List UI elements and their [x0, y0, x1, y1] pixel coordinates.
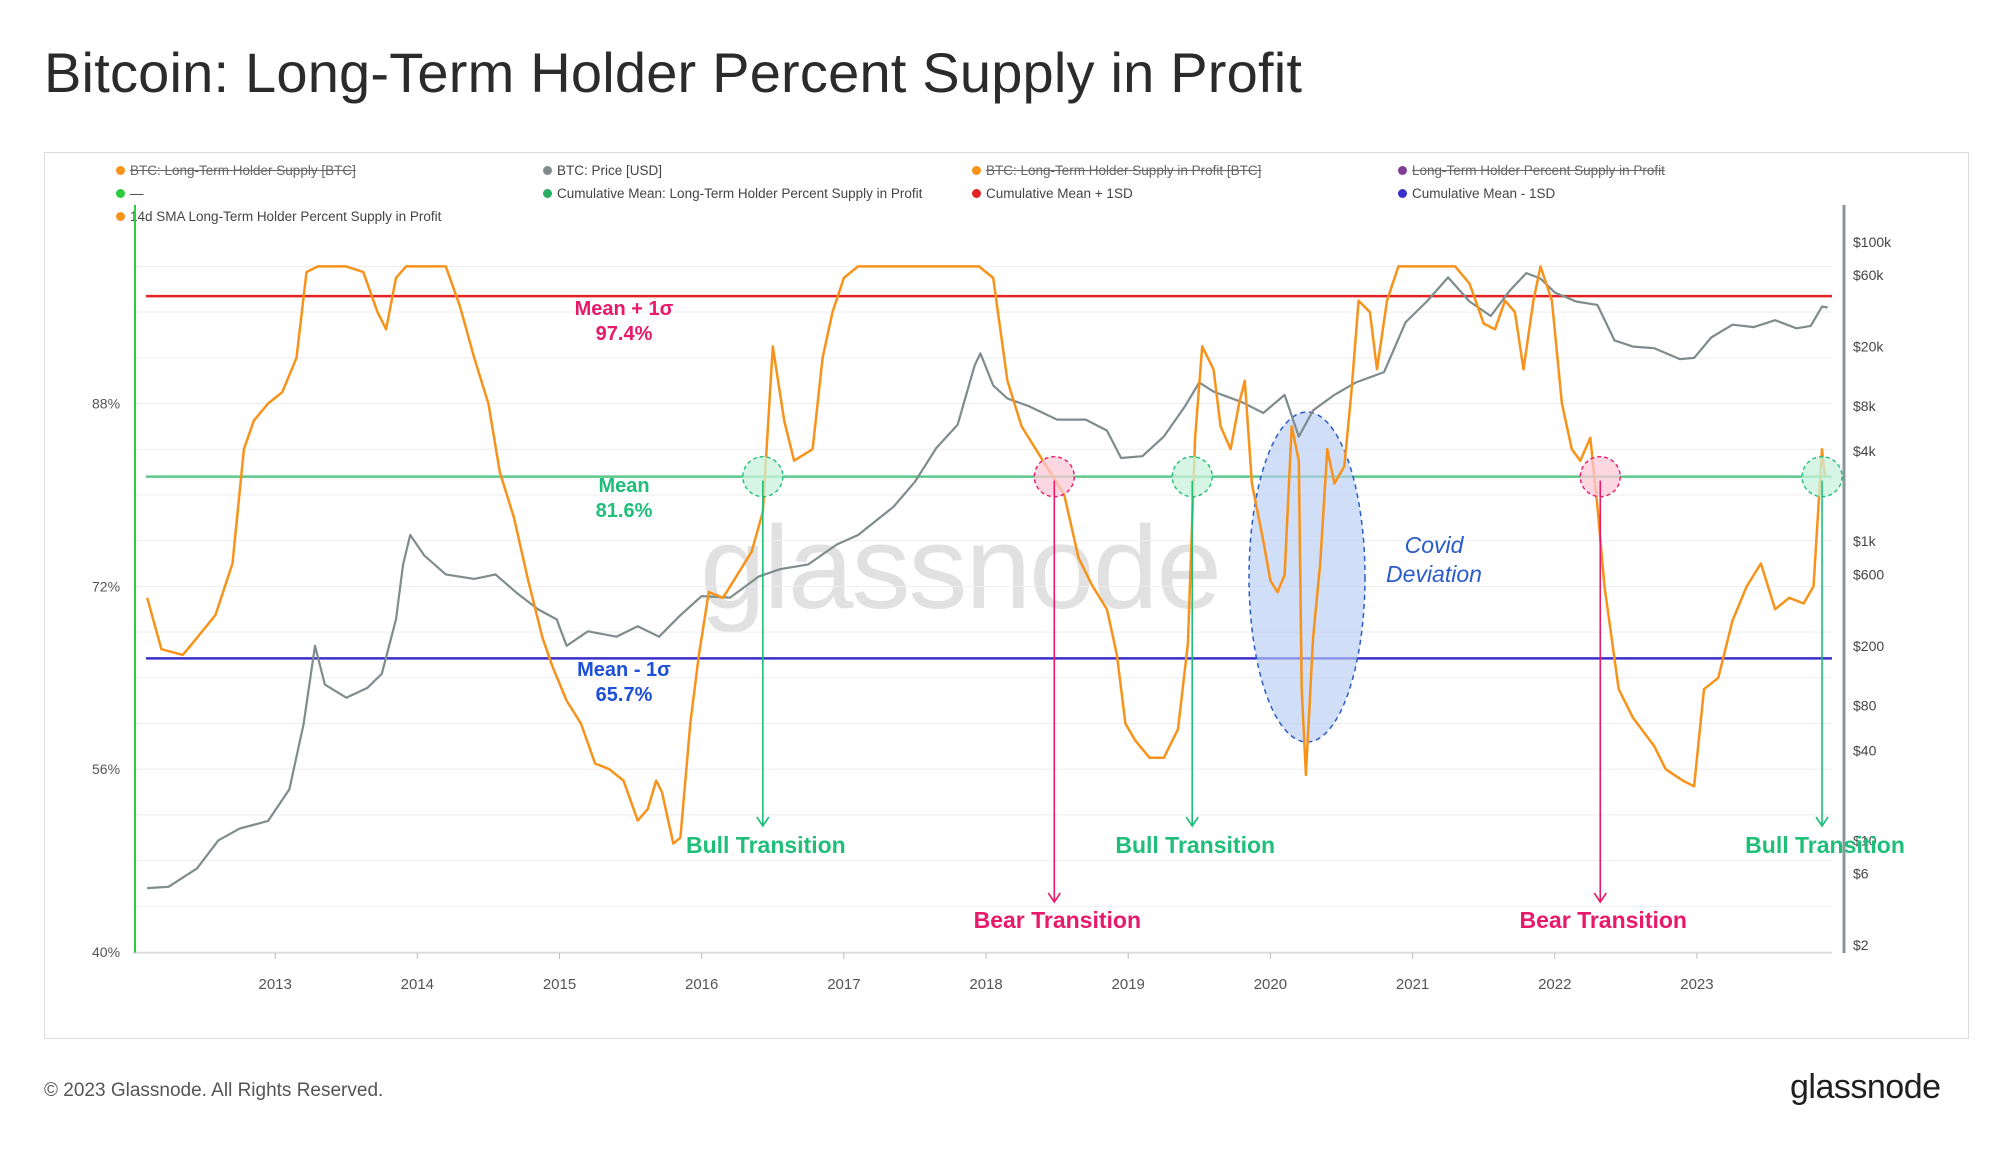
y-right-tick-label: $60k [1853, 267, 1884, 283]
x-tick-label: 2020 [1254, 976, 1287, 993]
y-right-tick-label: $80 [1853, 697, 1877, 713]
bear-transition-label: Bear Transition [1520, 907, 1687, 933]
legend-label: BTC: Price [USD] [557, 163, 663, 178]
legend-item[interactable]: Cumulative Mean: Long-Term Holder Percen… [543, 186, 922, 201]
bull-transition-label: Bull Transition [1115, 832, 1275, 858]
arrow-head-icon [756, 816, 770, 828]
legend-dot-icon [972, 189, 981, 198]
y-left-tick-label: 56% [92, 761, 120, 777]
chart-frame [44, 152, 1969, 1039]
y-right-tick-label: $600 [1853, 566, 1884, 582]
mean-value: 81.6% [596, 500, 653, 522]
legend-dot-icon [116, 212, 125, 221]
legend-dot-icon [1398, 189, 1407, 198]
lth-percent-series-line [145, 265, 1827, 845]
legend-item[interactable]: BTC: Long-Term Holder Supply [BTC] [116, 163, 356, 178]
x-tick-label: 2016 [685, 976, 718, 993]
x-tick-label: 2022 [1538, 976, 1571, 993]
legend-label: BTC: Long-Term Holder Supply in Profit [… [986, 163, 1262, 178]
legend-item[interactable]: Long-Term Holder Percent Supply in Profi… [1398, 163, 1665, 178]
legend-dot-icon [543, 166, 552, 175]
legend-label: Long-Term Holder Percent Supply in Profi… [1412, 163, 1665, 178]
mean-plus-value: 97.4% [596, 323, 653, 345]
legend-item[interactable]: BTC: Long-Term Holder Supply in Profit [… [972, 163, 1261, 178]
y-right-tick-label: $10 [1853, 832, 1877, 848]
y-right-tick-label: $100k [1853, 234, 1892, 250]
legend-label: Cumulative Mean + 1SD [986, 186, 1133, 201]
legend-label: Cumulative Mean: Long-Term Holder Percen… [557, 186, 923, 201]
x-tick-label: 2013 [258, 976, 291, 993]
arrow-head-icon [1185, 816, 1199, 828]
y-left-tick-label: 40% [92, 944, 120, 960]
legend-label: BTC: Long-Term Holder Supply [BTC] [130, 163, 356, 178]
legend-dot-icon [116, 166, 125, 175]
arrow-head-icon [1815, 816, 1829, 828]
y-left-tick-label: 88% [92, 396, 120, 412]
y-right-tick-label: $1k [1853, 533, 1877, 549]
y-right-tick-label: $6 [1853, 866, 1869, 882]
covid-ellipse [1248, 411, 1366, 743]
y-right-tick-label: $2 [1853, 937, 1869, 953]
footer-copyright: © 2023 Glassnode. All Rights Reserved. [44, 1080, 384, 1101]
covid-label-line2: Deviation [1386, 561, 1482, 587]
x-tick-label: 2021 [1396, 976, 1429, 993]
bear-transition-label: Bear Transition [974, 907, 1141, 933]
y-left-tick-label: 72% [92, 578, 120, 594]
x-tick-label: 2023 [1680, 976, 1713, 993]
covid-label-line1: Covid [1405, 532, 1465, 558]
arrow-head-icon [1047, 892, 1061, 904]
legend-dot-icon [972, 166, 981, 175]
price-series-line [147, 272, 1828, 890]
legend-item[interactable]: Cumulative Mean - 1SD [1398, 186, 1555, 201]
legend-item[interactable]: — [116, 186, 144, 201]
legend-item[interactable]: 14d SMA Long-Term Holder Percent Supply … [116, 209, 441, 224]
bull-transition-label: Bull Transition [1745, 832, 1905, 858]
legend-label: — [130, 186, 144, 201]
legend-dot-icon [116, 189, 125, 198]
y-right-tick-label: $4k [1853, 443, 1877, 459]
mean-label: Mean [598, 475, 649, 497]
x-tick-label: 2018 [969, 976, 1002, 993]
mean-plus-label: Mean + 1σ [575, 298, 674, 320]
legend-item[interactable]: Cumulative Mean + 1SD [972, 186, 1133, 201]
page-title: Bitcoin: Long-Term Holder Percent Supply… [44, 41, 1303, 104]
legend-label: 14d SMA Long-Term Holder Percent Supply … [130, 209, 442, 224]
mean-minus-value: 65.7% [596, 684, 653, 706]
x-tick-label: 2015 [543, 976, 576, 993]
y-right-tick-label: $200 [1853, 638, 1884, 654]
y-right-tick-label: $40 [1853, 742, 1877, 758]
y-right-tick-label: $20k [1853, 339, 1884, 355]
x-tick-label: 2019 [1112, 976, 1145, 993]
glassnode-logo: glassnode [1790, 1068, 1941, 1106]
legend-dot-icon [1398, 166, 1407, 175]
x-tick-label: 2017 [827, 976, 860, 993]
y-right-tick-label: $8k [1853, 398, 1877, 414]
legend-dot-icon [543, 189, 552, 198]
x-tick-label: 2014 [401, 976, 434, 993]
legend-item[interactable]: BTC: Price [USD] [543, 163, 662, 178]
bull-transition-label: Bull Transition [686, 832, 846, 858]
mean-minus-label: Mean - 1σ [577, 659, 671, 681]
arrow-head-icon [1593, 892, 1607, 904]
legend: BTC: Long-Term Holder Supply [BTC] BTC: P… [0, 0, 2000, 224]
legend-label: Cumulative Mean - 1SD [1412, 186, 1556, 201]
